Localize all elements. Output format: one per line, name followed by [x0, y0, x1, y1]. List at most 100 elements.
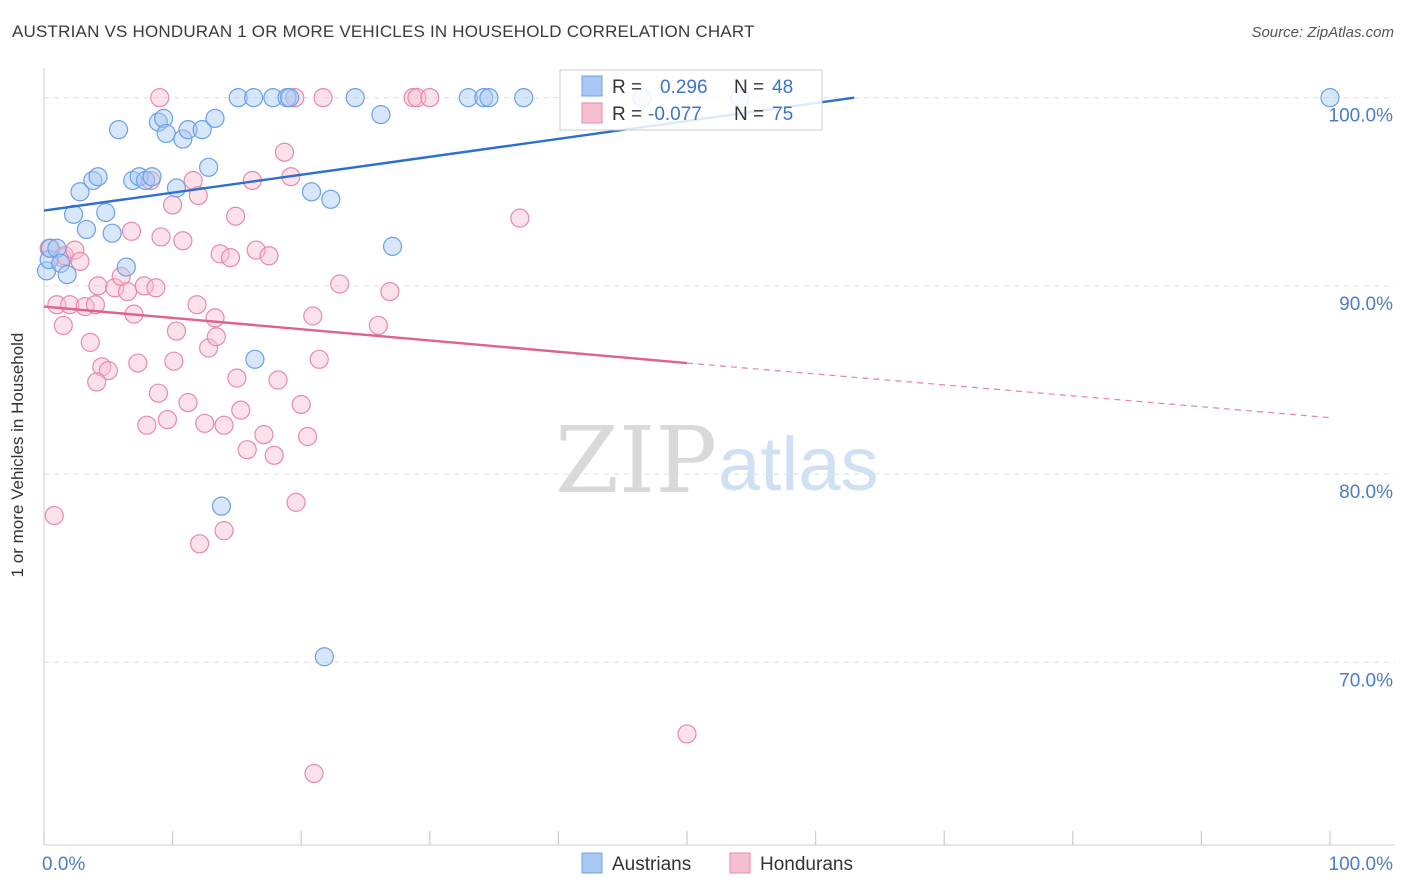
hondurans-point — [304, 763, 324, 784]
y-tick-label: 100.0% — [1329, 106, 1394, 127]
legend-n-label-blue: N = — [734, 77, 764, 98]
austrians-point — [314, 647, 334, 667]
austrians-point — [228, 88, 248, 108]
hondurans-point — [85, 295, 106, 315]
hondurans-point — [88, 276, 108, 296]
hondurans-point — [137, 415, 157, 435]
hondurans-point — [128, 353, 148, 373]
austrians-point — [205, 108, 225, 128]
tick-labels: 70.0% 80.0% 90.0% 100.0% 0.0% 100.0% — [42, 106, 1393, 875]
austrians-point — [244, 88, 264, 108]
austrians-point — [321, 189, 341, 209]
hondurans-point — [195, 413, 215, 433]
hondurans-point — [187, 295, 207, 315]
hondurans-point — [53, 315, 73, 336]
hondurans-trendline — [43, 305, 688, 365]
hondurans-point — [199, 338, 219, 358]
austrians-point — [57, 265, 77, 285]
hondurans-point — [291, 394, 311, 415]
source-credit: Source: ZipAtlas.com — [1251, 24, 1394, 41]
hondurans-point — [166, 321, 187, 341]
hondurans-point — [220, 248, 241, 268]
hondurans-point — [117, 281, 138, 302]
austrians-point — [70, 182, 90, 202]
legend-r-label-blue: R = — [612, 77, 642, 98]
hondurans-point — [157, 409, 178, 430]
x-tick-label: 0.0% — [42, 854, 85, 875]
austrians-point — [76, 219, 97, 240]
legend-hondurans-label[interactable]: Hondurans — [760, 854, 853, 875]
legend-r-value-blue: 0.296 — [660, 77, 708, 98]
austrians-point — [96, 202, 116, 223]
hondurans-point — [286, 492, 306, 512]
hondurans-point — [264, 445, 284, 465]
legend-austrians-label[interactable]: Austrians — [612, 854, 691, 875]
hondurans-point — [178, 393, 198, 413]
hondurans-point — [274, 142, 295, 162]
hondurans-point — [226, 206, 246, 226]
austrians-point — [245, 349, 265, 369]
austrians-point — [153, 108, 174, 128]
hondurans-point — [70, 251, 90, 272]
hondurans-trendline-extension — [686, 362, 1331, 419]
hondurans-point — [268, 370, 288, 390]
hondurans-point — [214, 521, 234, 541]
legend-n-label-pink: N = — [734, 104, 764, 125]
legend-blue-swatch — [581, 75, 603, 97]
watermark-atlas: atlas — [718, 422, 879, 507]
austrians-point — [479, 88, 499, 108]
hondurans-point — [98, 361, 118, 381]
hondurans-point — [510, 208, 530, 228]
hondurans-point — [330, 274, 350, 294]
austrians-point — [116, 257, 136, 277]
hondurans-point — [150, 88, 170, 108]
hondurans-point — [309, 349, 329, 369]
hondurans-point — [368, 315, 388, 336]
hondurans-point — [214, 415, 234, 435]
austrians-point — [371, 104, 391, 125]
hondurans-point — [231, 400, 251, 420]
hondurans-point — [121, 221, 142, 241]
hondurans-point — [380, 281, 400, 302]
austrians-point — [178, 120, 198, 140]
legend-box — [559, 69, 823, 131]
austrians-points — [36, 88, 1340, 667]
hondurans-point — [87, 372, 107, 392]
austrians-point — [40, 238, 61, 258]
series-legend: Austrians Hondurans — [581, 852, 853, 875]
hondurans-point — [313, 88, 333, 108]
hondurans-point — [210, 244, 230, 264]
watermark: ZIP atlas — [555, 407, 879, 514]
hondurans-point — [677, 724, 697, 744]
austrians-point — [192, 120, 212, 140]
hondurans-point — [164, 351, 184, 371]
correlation-legend: R = 0.296 N = 48 R = -0.077 N = 75 — [559, 69, 823, 131]
hondurans-point — [105, 278, 125, 298]
austrians-point — [458, 88, 478, 108]
austrians-point — [83, 170, 103, 191]
austrians-point — [345, 88, 365, 108]
axes — [43, 68, 1395, 846]
austrians-point — [102, 223, 122, 243]
legend-hondurans-swatch[interactable] — [729, 852, 751, 874]
hondurans-point — [303, 306, 323, 326]
legend-r-label-pink: R = — [612, 104, 642, 125]
legend-austrians-swatch[interactable] — [581, 852, 603, 874]
austrians-point — [142, 167, 162, 187]
austrians-point — [280, 88, 300, 108]
austrians-point — [166, 178, 187, 198]
austrians-point — [156, 123, 176, 144]
hondurans-point — [163, 195, 183, 215]
y-tick-label: 70.0% — [1339, 670, 1393, 691]
hondurans-point — [254, 425, 274, 445]
hondurans-point — [146, 278, 166, 298]
hondurans-point — [173, 231, 193, 251]
legend-pink-swatch — [581, 102, 603, 124]
hondurans-point — [237, 440, 257, 460]
hondurans-point — [148, 383, 169, 403]
austrians-point — [211, 496, 232, 516]
hondurans-point — [205, 308, 225, 328]
y-tick-label: 80.0% — [1339, 482, 1393, 503]
austrians-point — [51, 253, 71, 273]
